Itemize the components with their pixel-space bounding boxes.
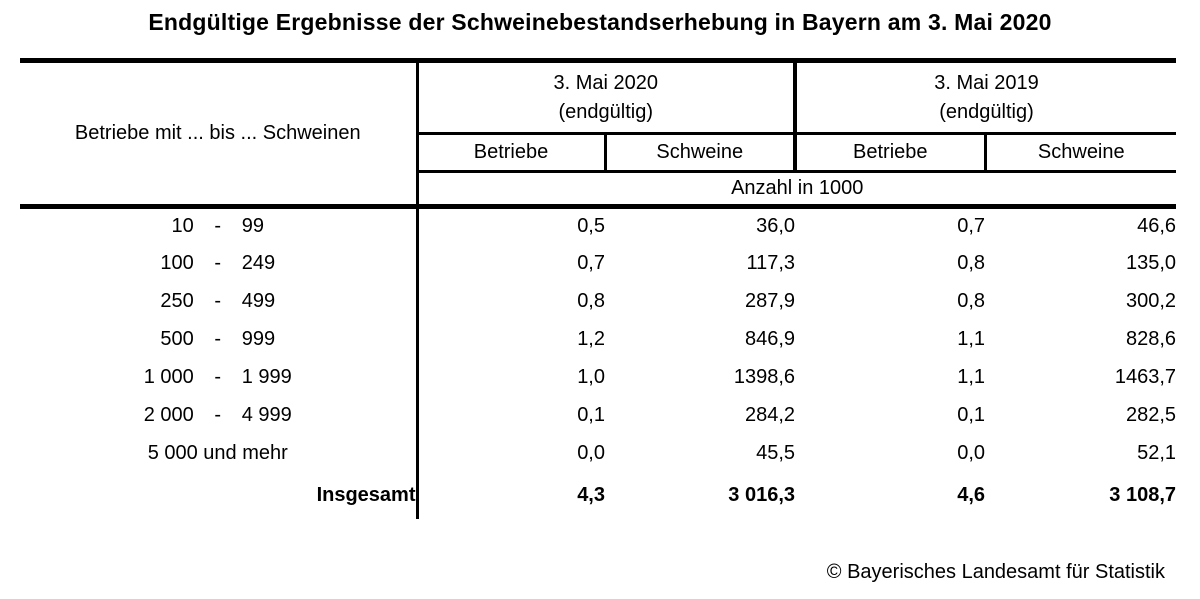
table-row: 500 - 999 1,2 846,9 1,1 828,6 <box>20 320 1177 359</box>
cell-betriebe-2019: 0,7 <box>957 215 986 238</box>
stub-header: Betriebe mit ... bis ... Schweinen <box>20 60 419 209</box>
row-label: 1 000 - 1 999 <box>20 358 419 397</box>
column-group-2019-status: (endgültig) <box>939 100 1034 123</box>
row-label: 2 000 - 4 999 <box>20 396 419 435</box>
column-group-2019: 3. Mai 2019 (endgültig) <box>795 60 1177 135</box>
page-title: Endgültige Ergebnisse der Schweinebestan… <box>148 9 1052 35</box>
cell-schweine-2019: 300,2 <box>1125 290 1177 312</box>
range-dash: - <box>214 252 222 274</box>
stub-header-label: Betriebe mit ... bis ... Schweinen <box>74 122 361 144</box>
copyright-note: © Bayerisches Landesamt für Statistik <box>826 561 1165 583</box>
cell-betriebe-2019: 0,0 <box>957 442 986 464</box>
range-dash: - <box>214 290 222 312</box>
cell-betriebe-2020: 0,1 <box>577 404 605 426</box>
range-dash: - <box>214 328 222 350</box>
row-label: 10 - 99 <box>20 206 419 245</box>
column-group-2020: 3. Mai 2020 (endgültig) <box>417 60 798 135</box>
cell-betriebe-2020: 1,2 <box>577 328 605 350</box>
range-from: 500 <box>160 328 194 350</box>
column-group-2020-status: (endgültig) <box>558 100 654 123</box>
range-to: 999 <box>241 328 276 350</box>
range-from: 250 <box>160 290 194 312</box>
cell-betriebe-2020: 0,0 <box>577 442 605 464</box>
cell-schweine-2020: 45,5 <box>756 442 796 464</box>
range-to: 1 999 <box>241 366 292 388</box>
range-from: 2 000 <box>143 404 194 426</box>
range-to: 99 <box>241 215 264 238</box>
cell-betriebe-2020-total: 4,3 <box>577 484 605 506</box>
range-to: 249 <box>241 252 276 274</box>
cell-schweine-2020: 36,0 <box>756 215 796 238</box>
cell-schweine-2020: 1398,6 <box>733 366 796 388</box>
cell-schweine-2020: 287,9 <box>744 290 796 312</box>
cell-schweine-2019: 46,6 <box>1137 215 1177 238</box>
unit-label: Anzahl in 1000 <box>417 171 1177 209</box>
unit-row: Anzahl in 1000 <box>20 171 1177 209</box>
cell-schweine-2020: 284,2 <box>744 404 796 426</box>
table-row: 5 000 und mehr 0,0 45,5 0,0 52,1 <box>20 434 1177 473</box>
column-group-2020-date: 3. Mai 2020 <box>553 71 659 94</box>
cell-schweine-2020-total: 3 016,3 <box>728 484 796 506</box>
cell-betriebe-2020: 0,7 <box>577 252 605 274</box>
table-row: 1 000 - 1 999 1,0 1398,6 1,1 1463,7 <box>20 358 1177 397</box>
cell-betriebe-2019: 0,1 <box>957 404 986 426</box>
sub-header-schweine-2019: Schweine <box>985 133 1177 173</box>
row-label: 100 - 249 <box>20 244 419 283</box>
table-row: 10 - 99 0,5 36,0 0,7 46,6 <box>20 206 1177 245</box>
range-dash: - <box>214 366 222 388</box>
cell-schweine-2019: 135,0 <box>1125 252 1177 274</box>
cell-schweine-2019: 828,6 <box>1125 328 1177 350</box>
cell-betriebe-2019: 1,1 <box>957 328 986 350</box>
cell-betriebe-2020: 0,5 <box>577 215 605 238</box>
range-from: 1 000 <box>143 366 194 388</box>
cell-betriebe-2020: 1,0 <box>577 366 605 388</box>
range-dash: - <box>214 215 222 238</box>
cell-betriebe-2019-total: 4,6 <box>957 484 986 506</box>
sub-header-schweine-2020: Schweine <box>605 133 798 173</box>
cell-betriebe-2020: 0,8 <box>577 290 605 312</box>
range-to: 4 999 <box>241 404 292 426</box>
row-label: 250 - 499 <box>20 282 419 321</box>
cell-schweine-2019: 1463,7 <box>1114 366 1177 388</box>
cell-betriebe-2019: 1,1 <box>957 366 986 388</box>
sub-header-betriebe-2019: Betriebe <box>795 133 987 173</box>
range-from: 10 <box>171 215 194 238</box>
cell-schweine-2019: 282,5 <box>1125 404 1177 426</box>
sub-header-row: Betriebe Schweine Betriebe Schweine <box>20 133 1177 173</box>
range-dash: - <box>214 404 222 426</box>
sub-header-betriebe-2020: Betriebe <box>417 133 607 173</box>
cell-betriebe-2019: 0,8 <box>957 252 986 274</box>
row-label: 5 000 und mehr <box>20 434 419 473</box>
pig-census-table: Betriebe mit ... bis ... Schweinen 3. Ma… <box>20 58 1177 519</box>
table-row: 250 - 499 0,8 287,9 0,8 300,2 <box>20 282 1177 321</box>
cell-schweine-2019-total: 3 108,7 <box>1109 484 1177 506</box>
cell-schweine-2020: 846,9 <box>744 328 796 350</box>
row-label-total: Insgesamt <box>20 472 419 519</box>
column-group-header-row: Betriebe mit ... bis ... Schweinen 3. Ma… <box>20 60 1177 209</box>
table-row: 2 000 - 4 999 0,1 284,2 0,1 282,5 <box>20 396 1177 435</box>
table-row: 100 - 249 0,7 117,3 0,8 135,0 <box>20 244 1177 283</box>
row-label: 500 - 999 <box>20 320 419 359</box>
cell-schweine-2020: 117,3 <box>746 252 796 274</box>
cell-schweine-2019: 52,1 <box>1137 442 1177 464</box>
range-to: 499 <box>241 290 276 312</box>
cell-betriebe-2019: 0,8 <box>957 290 986 312</box>
range-from: 100 <box>160 252 194 274</box>
table-row-total: Insgesamt 4,3 3 016,3 4,6 3 108,7 <box>20 472 1177 519</box>
column-group-2019-date: 3. Mai 2019 <box>934 71 1039 94</box>
